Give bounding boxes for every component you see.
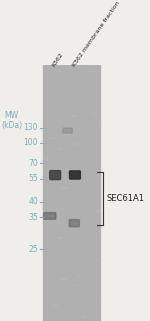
Bar [61,133,66,134]
Bar [48,90,54,91]
Bar [44,72,50,73]
Text: 40: 40 [28,197,38,206]
Bar [62,291,69,292]
Bar [98,121,105,122]
Bar [50,193,51,194]
Bar [74,284,80,285]
Bar [57,148,62,149]
Bar [45,201,49,202]
Bar [75,80,80,81]
Bar [52,305,58,306]
FancyBboxPatch shape [63,128,72,133]
Text: 25: 25 [28,245,38,254]
Bar [85,142,90,143]
Bar [57,70,60,72]
Bar [78,284,81,285]
Bar [84,248,86,249]
Bar [53,242,58,243]
Bar [61,187,67,188]
Bar [73,123,75,124]
Bar [64,158,69,159]
Bar [43,65,100,321]
Bar [80,298,82,299]
Text: MW
(kDa): MW (kDa) [1,111,22,130]
Bar [53,143,56,144]
Text: SEC61A1: SEC61A1 [107,194,145,203]
Bar [72,115,76,117]
Bar [45,164,49,165]
Text: 35: 35 [28,213,38,222]
FancyBboxPatch shape [69,220,79,227]
Bar [81,111,85,112]
Bar [74,143,79,144]
Bar [63,134,69,135]
FancyBboxPatch shape [69,171,80,179]
Bar [50,137,55,138]
Text: 130: 130 [24,123,38,132]
Bar [89,112,95,113]
Bar [95,259,97,260]
Bar [57,237,62,238]
Bar [78,276,79,277]
Bar [82,316,86,317]
Bar [87,269,88,270]
Bar [57,215,63,216]
FancyBboxPatch shape [44,213,56,219]
Bar [96,210,103,211]
Bar [88,269,92,270]
Bar [88,191,93,192]
Text: K562 membrane fraction: K562 membrane fraction [72,0,121,67]
Bar [81,240,85,241]
Bar [78,66,80,67]
Text: 70: 70 [28,159,38,168]
Bar [97,76,103,77]
Bar [93,114,95,115]
FancyBboxPatch shape [50,171,61,179]
Bar [89,242,91,243]
Text: 100: 100 [24,138,38,147]
Bar [45,157,48,158]
Bar [64,76,70,77]
Text: 55: 55 [28,174,38,183]
Bar [60,278,66,280]
Text: K562: K562 [51,51,64,67]
